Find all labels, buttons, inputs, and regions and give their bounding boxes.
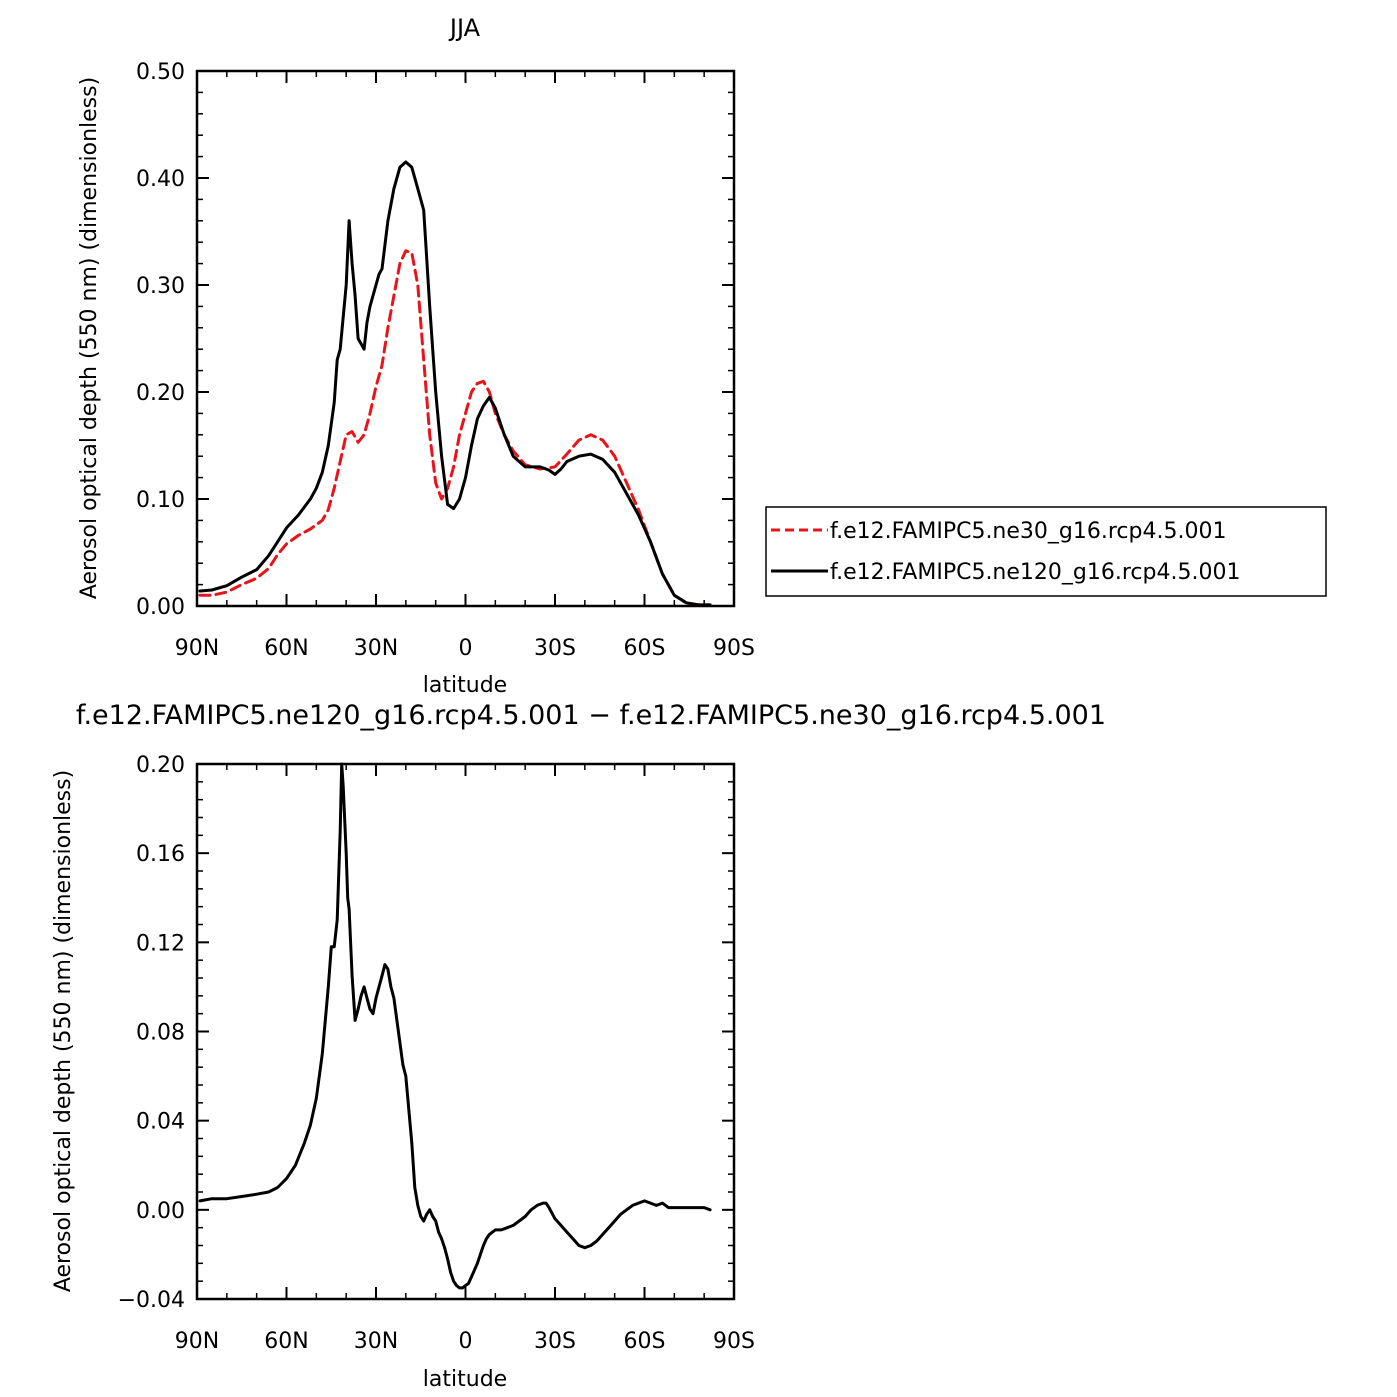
bottom-series-line-0 [198, 762, 712, 1290]
top-x-tick-label: 0 [459, 636, 473, 661]
bottom-y-tick-label: 0.20 [136, 753, 185, 778]
bottom-x-tick-label: 60S [624, 1329, 666, 1354]
bottom-plot-frame [195, 762, 736, 1301]
legend-box [765, 506, 1327, 597]
bottom-y-axis-label: Aerosol optical depth (550 nm) (dimensio… [51, 770, 76, 1292]
bottom-x-tick-label: 90N [175, 1329, 219, 1354]
bottom-x-tick-label: 30S [534, 1329, 576, 1354]
top-x-tick-label: 30S [534, 636, 576, 661]
bottom-chart-panel: f.e12.FAMIPC5.ne120_g16.rcp4.5.001 − f.e… [51, 700, 1106, 1392]
bottom-x-tick-label: 90S [713, 1329, 755, 1354]
bottom-x-tick-label: 60N [264, 1329, 308, 1354]
top-chart-title: JJA [448, 14, 481, 42]
top-y-axis-label: Aerosol optical depth (550 nm) (dimensio… [77, 77, 102, 599]
top-x-tick-label: 30N [354, 636, 398, 661]
top-series-line-0 [198, 249, 712, 607]
legend-label-ne30: f.e12.FAMIPC5.ne30_g16.rcp4.5.001 [830, 519, 1226, 544]
bottom-x-axis-label: latitude [423, 1367, 507, 1392]
bottom-y-axis: −0.04 0.00 0.04 0.08 0.12 0.16 0.20 [118, 753, 734, 1313]
top-y-tick-label: 0.00 [136, 595, 185, 620]
legend-label-ne120: f.e12.FAMIPC5.ne120_g16.rcp4.5.001 [830, 560, 1240, 585]
bottom-y-tick-label: 0.00 [136, 1199, 185, 1224]
top-series-lines [198, 160, 712, 607]
top-x-tick-label: 90N [175, 636, 219, 661]
bottom-y-tick-label: 0.16 [136, 842, 185, 867]
top-x-axis: 90N 60N 30N 0 30S 60S 90S [175, 71, 755, 661]
top-x-tick-label: 90S [713, 636, 755, 661]
top-x-tick-label: 60N [264, 636, 308, 661]
top-y-tick-label: 0.50 [136, 60, 185, 85]
top-y-axis: 0.00 0.10 0.20 0.30 0.40 0.50 [136, 60, 734, 620]
bottom-x-tick-label: 30N [354, 1329, 398, 1354]
bottom-y-tick-label: 0.12 [136, 931, 185, 956]
bottom-series-lines [198, 762, 712, 1290]
top-y-tick-label: 0.10 [136, 488, 185, 513]
top-y-tick-label: 0.40 [136, 167, 185, 192]
legend: f.e12.FAMIPC5.ne30_g16.rcp4.5.001 f.e12.… [765, 506, 1327, 597]
top-series-line-1 [198, 160, 712, 607]
bottom-y-tick-label: 0.04 [136, 1110, 185, 1135]
top-x-tick-label: 60S [624, 636, 666, 661]
bottom-chart-title: f.e12.FAMIPC5.ne120_g16.rcp4.5.001 − f.e… [76, 700, 1106, 731]
top-y-tick-label: 0.30 [136, 274, 185, 299]
bottom-x-tick-label: 0 [459, 1329, 473, 1354]
top-x-axis-label: latitude [423, 673, 507, 698]
top-plot-frame [195, 69, 736, 608]
bottom-y-tick-label: 0.08 [136, 1021, 185, 1046]
top-chart-panel: JJA 0.00 0.10 0.20 0.30 0.40 0.50 90N 60N 30N 0 3… [77, 14, 755, 698]
bottom-y-tick-label: −0.04 [118, 1288, 185, 1313]
bottom-x-axis: 90N 60N 30N 0 30S 60S 90S [175, 764, 755, 1354]
top-y-tick-label: 0.20 [136, 381, 185, 406]
